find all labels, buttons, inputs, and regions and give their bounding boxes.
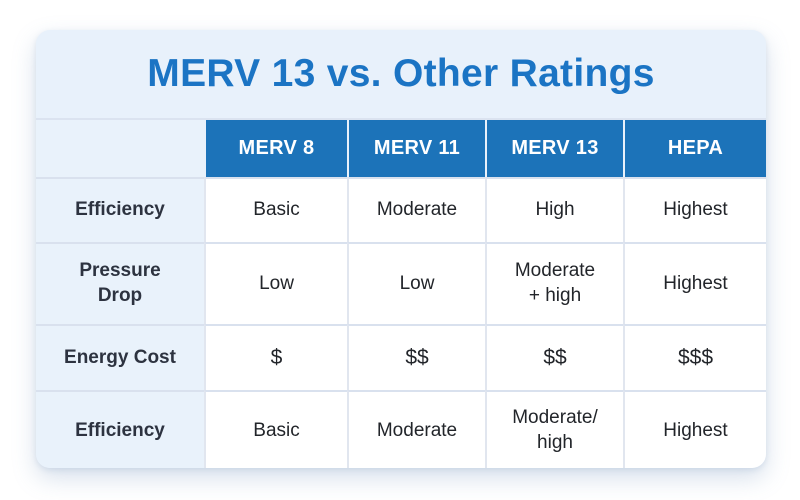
- header-spacer: [36, 120, 204, 177]
- table-cell: Moderate/ high: [485, 390, 623, 468]
- table-cell: $: [204, 324, 347, 390]
- table-cell: High: [485, 177, 623, 242]
- column-header-hepa: HEPA: [623, 120, 766, 177]
- table-cell: $$: [347, 324, 485, 390]
- table-cell: Highest: [623, 177, 766, 242]
- row-label-energy-cost: Energy Cost: [36, 324, 204, 390]
- table-cell: $$$: [623, 324, 766, 390]
- table-cell: Moderate: [347, 177, 485, 242]
- table-cell: Highest: [623, 390, 766, 468]
- title-band: MERV 13 vs. Other Ratings: [36, 30, 766, 118]
- table-cell: Moderate + high: [485, 242, 623, 324]
- table-cell: Low: [347, 242, 485, 324]
- table-cell: $$: [485, 324, 623, 390]
- column-header-merv-11: MERV 11: [347, 120, 485, 177]
- row-label-efficiency-2: Efficiency: [36, 390, 204, 468]
- table-cell: Moderate: [347, 390, 485, 468]
- table-cell: Low: [204, 242, 347, 324]
- table-cell: Basic: [204, 390, 347, 468]
- table-cell: Basic: [204, 177, 347, 242]
- row-label-pressure-drop: Pressure Drop: [36, 242, 204, 324]
- comparison-card: MERV 13 vs. Other Ratings MERV 8 MERV 11…: [36, 30, 766, 468]
- column-header-merv-8: MERV 8: [204, 120, 347, 177]
- comparison-table: MERV 8 MERV 11 MERV 13 HEPA Efficiency B…: [36, 118, 766, 468]
- page-title: MERV 13 vs. Other Ratings: [147, 52, 655, 95]
- column-header-merv-13: MERV 13: [485, 120, 623, 177]
- row-label-efficiency: Efficiency: [36, 177, 204, 242]
- table-cell: Highest: [623, 242, 766, 324]
